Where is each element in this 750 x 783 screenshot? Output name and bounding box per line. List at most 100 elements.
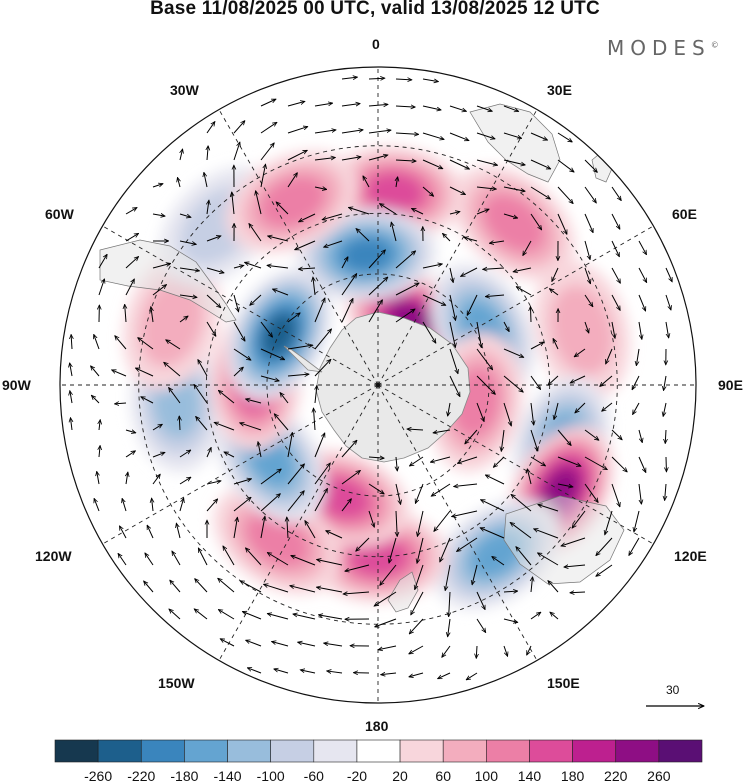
wind-vector bbox=[152, 285, 166, 296]
map-boundary bbox=[59, 66, 697, 704]
wind-vector bbox=[476, 159, 498, 165]
wind-vector bbox=[611, 186, 621, 201]
wind-vector bbox=[550, 612, 559, 620]
colorbar-tick-3: -140 bbox=[214, 768, 242, 783]
wind-vector bbox=[287, 345, 313, 350]
wind-vector bbox=[300, 670, 316, 674]
wind-vector bbox=[356, 537, 370, 551]
wind-vector bbox=[256, 191, 262, 215]
antarctica-land bbox=[315, 311, 471, 463]
wind-vector bbox=[516, 547, 532, 566]
meridian-line-330 bbox=[218, 109, 379, 386]
wind-vector bbox=[485, 295, 505, 297]
wind-vector bbox=[611, 213, 620, 229]
wind-vector bbox=[368, 457, 384, 458]
new-zealand-land bbox=[387, 571, 419, 613]
wind-vector bbox=[341, 257, 348, 269]
wind-vector bbox=[368, 510, 374, 527]
wind-vector bbox=[260, 469, 281, 485]
wind-vector bbox=[298, 268, 316, 269]
wind-vector bbox=[381, 673, 397, 675]
colorbar-swatch-9 bbox=[442, 739, 487, 763]
colorbar-swatch-4 bbox=[227, 739, 271, 763]
colorbar-tick-13: 260 bbox=[647, 768, 671, 783]
wind-vector bbox=[260, 164, 266, 188]
wind-vector bbox=[179, 240, 196, 244]
wind-vector bbox=[70, 418, 72, 431]
wind-vector bbox=[172, 551, 181, 566]
wind-vector bbox=[314, 433, 325, 458]
wind-vector bbox=[476, 591, 486, 610]
meridian-line-150 bbox=[377, 384, 538, 661]
wind-vector bbox=[232, 192, 234, 215]
wind-vector bbox=[503, 105, 519, 111]
wind-vector bbox=[223, 546, 235, 566]
wind-vector bbox=[341, 157, 361, 161]
meridian-label-150e: 150E bbox=[547, 675, 580, 691]
wind-vector bbox=[122, 498, 127, 512]
wind-vector bbox=[368, 104, 388, 106]
wind-vector bbox=[530, 342, 544, 350]
wind-vector bbox=[481, 499, 505, 512]
wind-vector bbox=[91, 366, 100, 377]
wind-vector bbox=[466, 672, 478, 680]
wind-vector bbox=[380, 564, 397, 585]
wind-vector bbox=[70, 363, 72, 377]
colorbar-tick-4: -100 bbox=[257, 768, 285, 783]
wind-vector bbox=[233, 294, 239, 312]
wind-vector bbox=[135, 367, 154, 377]
colorbar-swatch-1 bbox=[97, 739, 142, 763]
wind-vector bbox=[314, 298, 325, 323]
wind-vector bbox=[380, 204, 397, 215]
wind-vector bbox=[151, 307, 153, 323]
wind-vector bbox=[327, 671, 343, 673]
wind-vector bbox=[638, 240, 646, 255]
wind-vector bbox=[476, 187, 496, 189]
anomaly-contour-19-2 bbox=[258, 175, 327, 229]
wind-vector bbox=[169, 609, 181, 620]
wind-vector bbox=[314, 488, 327, 512]
wind-vector bbox=[195, 579, 208, 593]
wind-vector bbox=[489, 241, 505, 243]
wind-vector bbox=[417, 510, 424, 536]
wind-vector bbox=[584, 321, 589, 333]
wind-vector bbox=[206, 122, 215, 134]
wind-vector bbox=[396, 456, 397, 471]
wind-vector bbox=[260, 98, 276, 107]
wind-vector bbox=[196, 416, 208, 431]
colorbar-swatch-12 bbox=[572, 739, 617, 763]
wind-vector bbox=[287, 149, 307, 161]
wind-vector bbox=[564, 565, 586, 567]
wind-vector bbox=[396, 177, 398, 188]
wind-vector bbox=[207, 200, 209, 215]
wind-vector bbox=[503, 348, 524, 357]
wind-vector bbox=[449, 591, 450, 617]
wind-vector bbox=[220, 639, 235, 647]
wind-vector bbox=[611, 240, 620, 257]
reference-vector-label: 30 bbox=[666, 683, 680, 697]
wind-vector bbox=[476, 321, 481, 348]
colorbar-swatch-8 bbox=[399, 739, 444, 763]
wind-vector bbox=[152, 452, 165, 458]
wind-vector bbox=[638, 294, 646, 311]
wind-vector bbox=[233, 348, 251, 360]
wind-vector bbox=[260, 143, 274, 161]
wind-vector bbox=[313, 408, 315, 431]
wind-vector bbox=[287, 517, 288, 539]
wind-vector bbox=[152, 184, 163, 188]
wind-vector bbox=[267, 265, 289, 269]
wind-vector bbox=[176, 523, 181, 539]
wind-vector bbox=[179, 416, 180, 431]
wind-vector bbox=[206, 481, 221, 485]
wind-vector bbox=[476, 132, 495, 139]
wind-vector bbox=[287, 313, 300, 323]
wind-vector bbox=[457, 537, 478, 551]
wind-vector bbox=[503, 402, 511, 426]
wind-vector bbox=[449, 348, 458, 374]
wind-vector bbox=[233, 142, 240, 161]
wind-vector bbox=[317, 559, 343, 566]
wind-vector bbox=[395, 106, 415, 107]
wind-vector bbox=[395, 483, 401, 504]
wind-vector bbox=[374, 591, 397, 606]
wind-vector bbox=[341, 104, 360, 107]
